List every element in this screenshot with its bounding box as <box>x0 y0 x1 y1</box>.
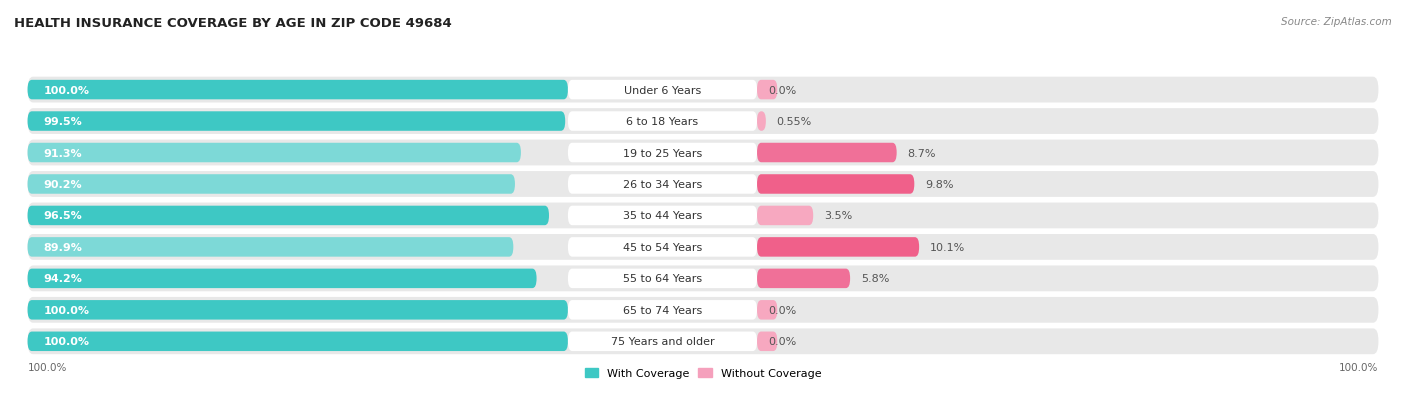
Text: 3.5%: 3.5% <box>824 211 852 221</box>
Text: 96.5%: 96.5% <box>44 211 83 221</box>
Text: 100.0%: 100.0% <box>44 305 90 315</box>
FancyBboxPatch shape <box>28 78 1378 103</box>
FancyBboxPatch shape <box>756 269 851 288</box>
Text: 19 to 25 Years: 19 to 25 Years <box>623 148 702 158</box>
Text: 89.9%: 89.9% <box>44 242 83 252</box>
Text: 100.0%: 100.0% <box>44 85 90 95</box>
Text: 75 Years and older: 75 Years and older <box>610 337 714 347</box>
Text: 9.8%: 9.8% <box>925 180 953 190</box>
Text: 6 to 18 Years: 6 to 18 Years <box>627 117 699 127</box>
Text: 0.0%: 0.0% <box>768 85 796 95</box>
FancyBboxPatch shape <box>568 269 756 288</box>
Text: 0.55%: 0.55% <box>776 117 811 127</box>
FancyBboxPatch shape <box>568 237 756 257</box>
FancyBboxPatch shape <box>568 81 756 100</box>
Text: HEALTH INSURANCE COVERAGE BY AGE IN ZIP CODE 49684: HEALTH INSURANCE COVERAGE BY AGE IN ZIP … <box>14 17 451 29</box>
Text: 90.2%: 90.2% <box>44 180 83 190</box>
FancyBboxPatch shape <box>756 112 766 131</box>
Text: 100.0%: 100.0% <box>28 362 67 372</box>
Text: 94.2%: 94.2% <box>44 274 83 284</box>
FancyBboxPatch shape <box>28 297 1378 323</box>
FancyBboxPatch shape <box>756 237 920 257</box>
Text: 10.1%: 10.1% <box>929 242 965 252</box>
Text: 5.8%: 5.8% <box>860 274 890 284</box>
FancyBboxPatch shape <box>568 112 756 131</box>
FancyBboxPatch shape <box>568 300 756 320</box>
FancyBboxPatch shape <box>28 269 537 288</box>
Text: 100.0%: 100.0% <box>1339 362 1378 372</box>
FancyBboxPatch shape <box>28 112 565 131</box>
Text: 45 to 54 Years: 45 to 54 Years <box>623 242 702 252</box>
Text: 91.3%: 91.3% <box>44 148 83 158</box>
Text: 0.0%: 0.0% <box>768 305 796 315</box>
Text: 0.0%: 0.0% <box>768 337 796 347</box>
FancyBboxPatch shape <box>28 203 1378 229</box>
Text: 8.7%: 8.7% <box>907 148 936 158</box>
Text: 100.0%: 100.0% <box>44 337 90 347</box>
FancyBboxPatch shape <box>756 81 778 100</box>
FancyBboxPatch shape <box>756 143 897 163</box>
FancyBboxPatch shape <box>568 175 756 194</box>
FancyBboxPatch shape <box>756 332 778 351</box>
FancyBboxPatch shape <box>28 329 1378 354</box>
FancyBboxPatch shape <box>28 332 568 351</box>
FancyBboxPatch shape <box>756 300 778 320</box>
FancyBboxPatch shape <box>28 140 1378 166</box>
FancyBboxPatch shape <box>28 172 1378 197</box>
FancyBboxPatch shape <box>28 300 568 320</box>
FancyBboxPatch shape <box>756 175 914 194</box>
FancyBboxPatch shape <box>568 206 756 225</box>
Legend: With Coverage, Without Coverage: With Coverage, Without Coverage <box>581 364 825 383</box>
Text: 26 to 34 Years: 26 to 34 Years <box>623 180 702 190</box>
Text: 35 to 44 Years: 35 to 44 Years <box>623 211 702 221</box>
FancyBboxPatch shape <box>28 237 513 257</box>
FancyBboxPatch shape <box>568 332 756 351</box>
Text: Source: ZipAtlas.com: Source: ZipAtlas.com <box>1281 17 1392 26</box>
FancyBboxPatch shape <box>28 235 1378 260</box>
FancyBboxPatch shape <box>568 143 756 163</box>
FancyBboxPatch shape <box>756 206 813 225</box>
FancyBboxPatch shape <box>28 81 568 100</box>
Text: Under 6 Years: Under 6 Years <box>624 85 702 95</box>
FancyBboxPatch shape <box>28 266 1378 292</box>
Text: 99.5%: 99.5% <box>44 117 83 127</box>
FancyBboxPatch shape <box>28 109 1378 135</box>
Text: 65 to 74 Years: 65 to 74 Years <box>623 305 702 315</box>
FancyBboxPatch shape <box>28 175 515 194</box>
Text: 55 to 64 Years: 55 to 64 Years <box>623 274 702 284</box>
FancyBboxPatch shape <box>28 143 520 163</box>
FancyBboxPatch shape <box>28 206 548 225</box>
